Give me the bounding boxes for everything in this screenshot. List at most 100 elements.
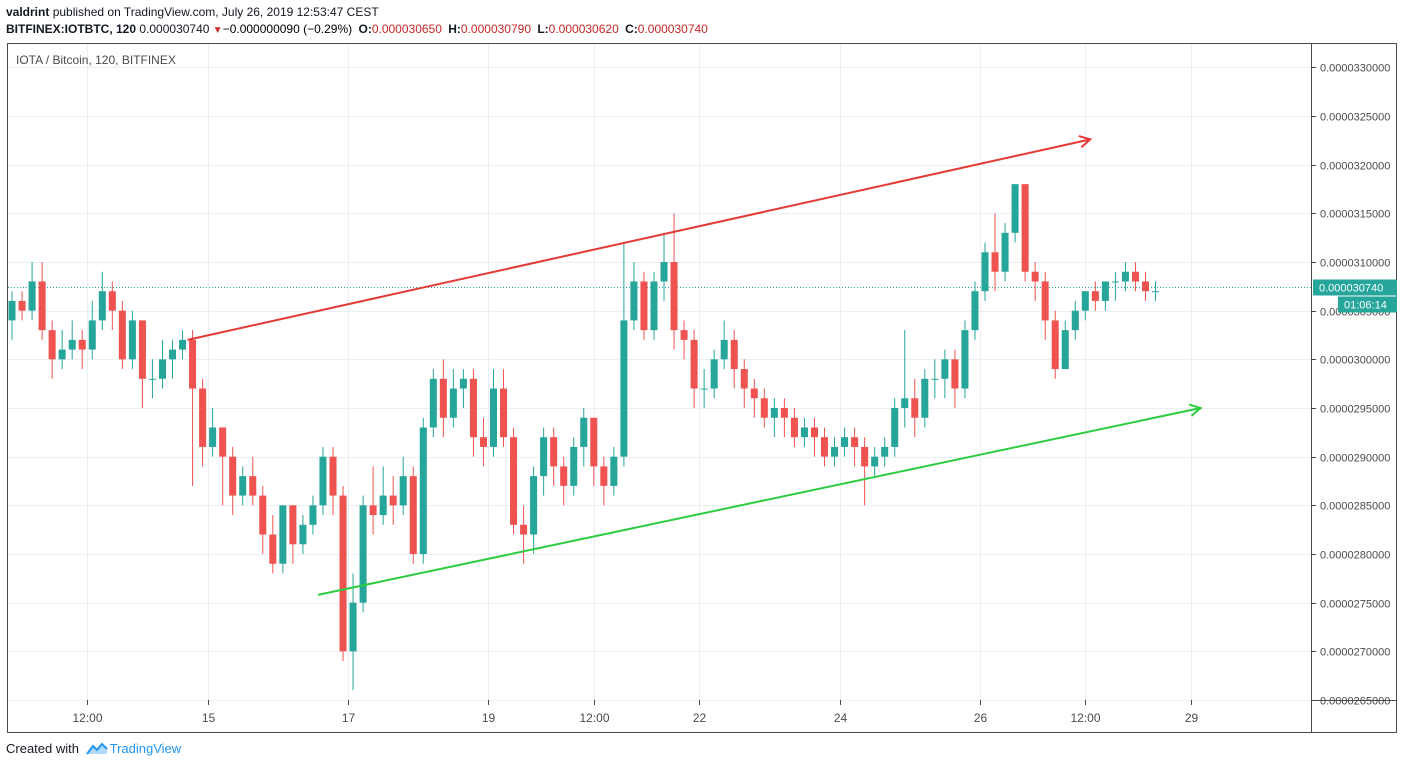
candle-body: [179, 339, 187, 350]
candle-body: [138, 320, 146, 379]
x-tick-label: 17: [342, 711, 356, 725]
candle: [118, 300, 126, 370]
candle-body: [1071, 310, 1079, 331]
candle: [871, 446, 879, 477]
candle: [319, 446, 327, 516]
candle-body: [359, 505, 367, 603]
price-change: −0.000000090 (−0.29%): [222, 22, 353, 36]
candle: [620, 242, 628, 467]
low-label: L:: [537, 22, 549, 36]
footer: Created with TradingView: [6, 741, 181, 758]
candle: [560, 456, 568, 506]
candle: [1111, 271, 1119, 301]
candle-body: [740, 369, 748, 389]
resistance-trendline: [187, 138, 1091, 341]
candle: [379, 466, 387, 525]
candle: [349, 573, 357, 691]
candle: [720, 320, 728, 370]
candle: [189, 330, 197, 486]
candle-body: [108, 291, 116, 311]
candle: [399, 456, 407, 516]
candle: [810, 417, 818, 457]
candle-body: [1152, 291, 1160, 293]
candle: [1131, 262, 1139, 292]
x-tick-label: 12:00: [72, 711, 102, 725]
candle: [961, 320, 969, 399]
candle-body: [600, 466, 608, 486]
candle: [730, 330, 738, 389]
candle-body: [48, 330, 56, 360]
created-with-label: Created with: [6, 741, 79, 756]
chart-title: IOTA / Bitcoin, 120, BITFINEX: [16, 53, 176, 67]
x-tick-label: 12:00: [579, 711, 609, 725]
candle-body: [570, 446, 578, 486]
candle-body: [580, 417, 588, 447]
candle-body: [931, 378, 939, 380]
candle-body: [148, 378, 156, 380]
candle-body: [851, 437, 859, 447]
candle-body: [299, 524, 307, 545]
y-tick-label: 0.0000330000: [1320, 63, 1390, 75]
candle-body: [38, 281, 46, 331]
candle: [750, 378, 758, 418]
candle-body: [68, 339, 76, 350]
candle: [229, 446, 237, 516]
y-tick-label: 0.0000280000: [1320, 550, 1390, 562]
author-name[interactable]: valdrint: [6, 5, 50, 19]
candle-body: [1091, 291, 1099, 301]
candle-body: [971, 291, 979, 331]
candle-body: [941, 359, 949, 379]
candle-body: [871, 456, 879, 467]
candle: [971, 281, 979, 340]
candle: [239, 466, 247, 506]
candle: [38, 262, 46, 340]
candle-body: [1031, 271, 1039, 282]
candle: [710, 349, 718, 399]
candle: [670, 213, 678, 350]
published-text: published on TradingView.com, July 26, 2…: [52, 5, 379, 19]
candle-body: [339, 495, 347, 652]
candle: [279, 505, 287, 574]
candle: [249, 456, 257, 506]
candle-body: [459, 378, 467, 389]
candle: [289, 505, 297, 564]
candle: [179, 330, 187, 360]
y-tick-label: 0.0000285000: [1320, 501, 1390, 513]
x-tick-label: 15: [202, 711, 216, 725]
candle-body: [881, 446, 889, 457]
candle: [1121, 262, 1129, 292]
open-label: O:: [358, 22, 372, 36]
tradingview-brand[interactable]: TradingView: [109, 741, 182, 756]
candle: [78, 330, 86, 370]
x-tick-label: 22: [693, 711, 707, 725]
candle-body: [780, 408, 788, 418]
y-tick-label: 0.0000325000: [1320, 112, 1390, 124]
candle-body: [660, 262, 668, 282]
ohlc-info: BITFINEX:IOTBTC, 120 0.000030740 ▼−0.000…: [6, 21, 708, 38]
candle: [1021, 184, 1029, 282]
candle: [941, 349, 949, 399]
candle-body: [8, 300, 16, 321]
candle-body: [530, 476, 538, 535]
x-tick-label: 29: [1185, 711, 1199, 725]
chart-frame[interactable]: 0.0000265000 0.0000270000 0.0000275000 0.00…: [7, 43, 1397, 733]
candle: [790, 408, 798, 447]
candle: [269, 515, 277, 574]
candle-body: [921, 378, 929, 418]
candle-body: [1121, 271, 1129, 282]
candle-body: [690, 339, 698, 389]
x-tick-label: 24: [834, 711, 848, 725]
candle-body: [620, 320, 628, 457]
candle: [1071, 300, 1079, 340]
candle: [590, 417, 598, 486]
last-price-badge-text: 0.000030740: [1319, 283, 1383, 295]
candle-body: [319, 456, 327, 506]
candle-body: [28, 281, 36, 311]
candle: [820, 427, 829, 467]
candlestick-chart[interactable]: 0.0000265000 0.0000270000 0.0000275000 0.00…: [7, 43, 1397, 733]
candle: [369, 466, 377, 535]
candle: [259, 485, 267, 554]
candle: [479, 417, 487, 467]
candle-body: [550, 437, 558, 467]
candle: [138, 320, 146, 408]
